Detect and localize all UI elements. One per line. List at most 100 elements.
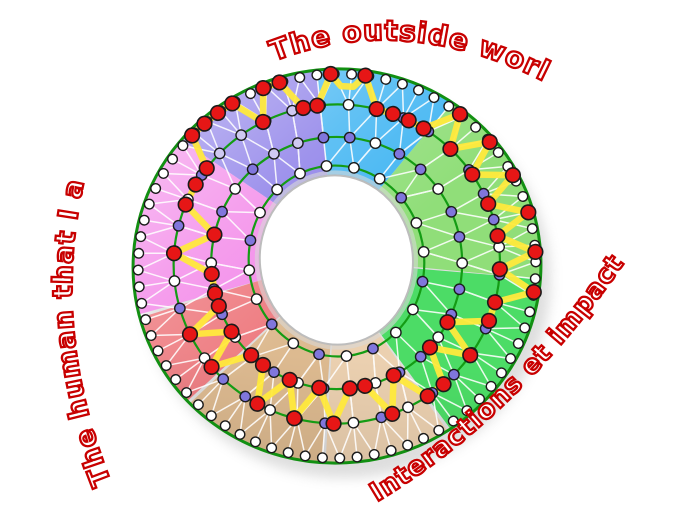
journey-node-red <box>357 67 374 84</box>
node-ring1-54-white <box>133 281 145 293</box>
journey-node-red <box>439 314 456 331</box>
journey-node-red <box>203 265 220 283</box>
mesh-line <box>339 422 355 459</box>
journey-node-red <box>198 160 215 177</box>
node-ring4-17-white <box>254 206 266 219</box>
journey-node-red <box>196 115 213 132</box>
mesh-line <box>453 373 492 388</box>
mesh-line <box>197 378 224 406</box>
journey-node-red <box>384 105 402 122</box>
journey-node-red <box>462 347 479 364</box>
mesh-line <box>297 353 320 384</box>
mesh-line <box>139 280 175 288</box>
node-ring3-27-purple <box>246 163 259 176</box>
mesh-line <box>437 336 455 375</box>
mesh-line <box>419 356 434 394</box>
node-ring1-28-white <box>474 393 486 405</box>
journey-node-red <box>223 323 240 340</box>
mesh-line <box>240 134 254 170</box>
node-ring1-37-white <box>334 452 346 464</box>
journey-node-red <box>368 100 385 118</box>
node-ring3-0-purple <box>317 131 330 144</box>
node-ring1-34-white <box>385 445 397 457</box>
node-ring1-29-white <box>461 405 473 417</box>
node-ring1-58-white <box>138 214 150 226</box>
node-ring1-23-white <box>519 322 531 334</box>
node-ring4-10-white <box>340 350 353 362</box>
journey-node-red <box>415 120 432 137</box>
node-ring4-11-purple <box>313 348 325 361</box>
mesh-line <box>323 355 348 389</box>
node-ring1-71-white <box>294 72 306 84</box>
node-ring1-60-white <box>150 182 162 194</box>
journey-node-red <box>322 65 339 83</box>
node-ring1-57-white <box>135 231 147 243</box>
node-ring1-4-white <box>380 73 392 85</box>
journey-node-red <box>480 312 498 329</box>
node-ring2-33-lavender <box>235 129 248 142</box>
journey-node-red <box>419 388 436 405</box>
journey-node-red <box>181 326 199 343</box>
node-ring4-0-white <box>320 160 333 172</box>
node-ring1-17-white <box>526 223 538 235</box>
mesh-line <box>412 308 452 316</box>
mesh-line <box>221 298 257 315</box>
node-ring4-7-white <box>407 303 419 316</box>
node-ring1-56-white <box>133 247 145 259</box>
mesh-line <box>150 307 181 337</box>
mesh-line <box>395 332 401 373</box>
mesh-line <box>412 308 439 338</box>
journey-node-red <box>224 95 241 112</box>
label-human-that-i-am-text: The human that I am <box>0 0 118 492</box>
journey-node-red <box>442 140 459 158</box>
node-ring1-20-white <box>529 273 541 285</box>
node-ring4-19-white <box>294 167 306 180</box>
node-ring1-61-white <box>157 167 169 179</box>
node-ring1-52-white <box>140 314 152 326</box>
journey-node-red <box>249 395 266 412</box>
journey-node-red <box>255 80 272 97</box>
node-ring1-41-white <box>266 442 278 454</box>
mesh-line <box>374 117 404 144</box>
node-ring1-35-white <box>368 448 380 460</box>
node-ring1-48-white <box>170 374 182 386</box>
mesh-line <box>140 225 179 238</box>
mesh-line <box>324 422 341 459</box>
node-ring3-7-purple <box>453 230 466 243</box>
mesh-line <box>141 302 180 310</box>
node-ring3-29-lavender <box>291 137 304 149</box>
mesh-line <box>166 357 205 367</box>
mesh-line <box>137 269 175 282</box>
node-ring2-1-white <box>342 98 355 111</box>
mesh-line <box>485 327 519 345</box>
journey-node-red <box>209 104 227 122</box>
journey-node-red <box>400 112 417 129</box>
node-ring2-29-purple <box>172 219 185 232</box>
mesh-line <box>407 406 440 431</box>
mesh-line <box>211 262 250 271</box>
mesh-line <box>162 172 189 200</box>
node-ring4-12-white <box>287 337 300 350</box>
journey-node-red <box>203 358 220 375</box>
mesh-line <box>210 378 224 417</box>
node-ring4-16-purple <box>244 234 257 247</box>
node-ring4-6-purple <box>416 275 429 288</box>
node-ring4-18-white <box>271 183 284 196</box>
mesh-line <box>174 280 215 290</box>
node-ring3-26-white <box>229 182 242 195</box>
mesh-line <box>174 262 212 282</box>
journey-node-red <box>480 195 497 212</box>
node-ring2-27-white <box>168 275 181 287</box>
node-ring4-5-white <box>417 245 430 258</box>
mesh-line <box>459 236 500 248</box>
node-ring1-47-white <box>180 387 192 399</box>
node-ring1-43-white <box>234 428 246 440</box>
mesh-line <box>148 203 180 227</box>
node-ring1-44-white <box>219 420 231 432</box>
node-ring4-14-white <box>250 293 263 306</box>
node-ring2-21-white <box>264 404 276 416</box>
hole <box>258 174 414 346</box>
node-ring2-16-white <box>402 401 414 414</box>
mesh-line <box>325 137 351 167</box>
node-ring3-11-white <box>432 331 445 344</box>
